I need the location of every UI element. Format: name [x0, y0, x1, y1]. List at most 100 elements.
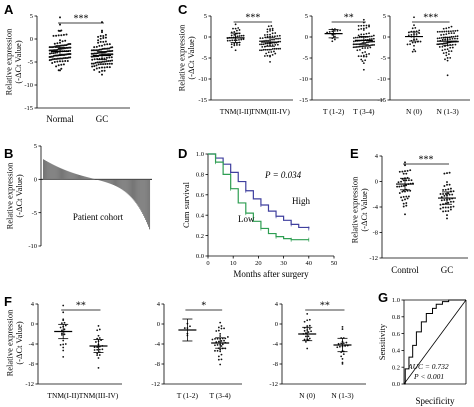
data-point — [409, 189, 412, 192]
data-point — [103, 57, 106, 60]
data-point — [342, 342, 345, 345]
data-point — [413, 44, 415, 47]
data-point — [397, 181, 400, 184]
data-point — [331, 30, 334, 33]
bar — [116, 179, 118, 187]
data-point — [442, 27, 445, 30]
y-axis-label-line: (-ΔCt Value) — [14, 174, 24, 217]
y-axis-label: Relative expression (-ΔCt Value) — [349, 176, 369, 244]
y-tick-label: -10 — [28, 243, 37, 250]
data-point — [405, 195, 408, 198]
data-point — [240, 34, 243, 37]
x-category-label: TNM(I-II) — [220, 107, 252, 116]
data-point — [259, 43, 261, 46]
bar — [89, 177, 91, 180]
data-point — [411, 27, 414, 30]
bar — [52, 164, 54, 180]
data-point — [217, 326, 220, 329]
y-axis-label: Cum survival — [181, 181, 191, 228]
y-tick-label: 0 — [204, 34, 207, 41]
data-point — [450, 50, 453, 53]
x-axis-label: Specificity — [416, 396, 455, 406]
data-point — [69, 46, 72, 49]
data-point — [238, 44, 241, 46]
data-point — [236, 29, 238, 32]
bar — [78, 174, 81, 180]
data-point — [56, 57, 59, 60]
data-point — [440, 42, 443, 45]
data-point — [362, 29, 365, 31]
data-point — [354, 46, 356, 49]
data-point — [356, 36, 359, 39]
data-point — [454, 43, 457, 46]
data-point — [220, 345, 223, 347]
data-point — [308, 337, 311, 340]
bar — [115, 179, 117, 187]
data-point — [220, 358, 223, 361]
data-point — [439, 30, 441, 33]
y-tick-label: 5 — [383, 13, 386, 20]
data-point — [62, 355, 65, 358]
data-point — [449, 206, 452, 208]
data-point — [220, 340, 223, 342]
data-point — [406, 197, 409, 200]
bar — [77, 174, 79, 180]
data-point — [60, 34, 63, 37]
data-point — [271, 35, 274, 38]
data-point — [277, 47, 280, 50]
data-point — [365, 44, 368, 47]
data-point — [398, 185, 401, 188]
bar — [54, 165, 56, 180]
bar — [90, 178, 92, 180]
data-point — [451, 37, 454, 40]
bar — [118, 179, 120, 188]
data-point — [402, 195, 405, 198]
bar — [132, 179, 134, 200]
data-point — [235, 39, 238, 42]
data-point — [402, 205, 405, 208]
data-point — [111, 49, 114, 52]
data-point — [233, 39, 236, 42]
y-axis-label-line: Relative expression — [176, 24, 186, 92]
data-point — [233, 44, 236, 47]
data-point — [214, 338, 216, 340]
data-point — [452, 190, 455, 193]
bar — [91, 178, 93, 180]
data-point — [354, 43, 356, 46]
data-point — [106, 47, 109, 50]
data-point — [108, 43, 111, 46]
y-tick-label: 0 — [157, 321, 160, 328]
data-point — [234, 49, 237, 52]
bar — [111, 179, 113, 185]
data-point — [95, 67, 98, 70]
data-point — [438, 46, 441, 48]
data-point — [441, 45, 444, 48]
data-point — [352, 37, 355, 39]
y-tick-label: 0.8 — [392, 314, 400, 321]
data-point — [362, 18, 365, 21]
bar — [112, 179, 114, 185]
data-point — [102, 34, 105, 37]
data-point — [267, 39, 269, 42]
data-point — [233, 33, 236, 36]
data-point — [274, 52, 277, 55]
data-point — [90, 49, 93, 52]
data-point — [411, 41, 414, 44]
data-point — [97, 63, 100, 66]
data-point — [233, 42, 236, 45]
data-point — [418, 29, 421, 32]
p-value: P = 0.034 — [264, 170, 302, 180]
data-point — [361, 47, 364, 50]
data-point — [361, 60, 364, 62]
data-point — [271, 44, 274, 47]
data-point — [400, 196, 403, 199]
y-tick-label: -5 — [303, 55, 308, 62]
data-point — [446, 172, 448, 175]
bar — [69, 171, 71, 180]
data-point — [273, 38, 275, 41]
y-tick-label: -12 — [151, 381, 160, 388]
data-point — [367, 44, 370, 47]
data-point — [93, 68, 96, 71]
y-tick-label: 5 — [204, 13, 207, 20]
y-tick-label: -5 — [381, 55, 386, 62]
